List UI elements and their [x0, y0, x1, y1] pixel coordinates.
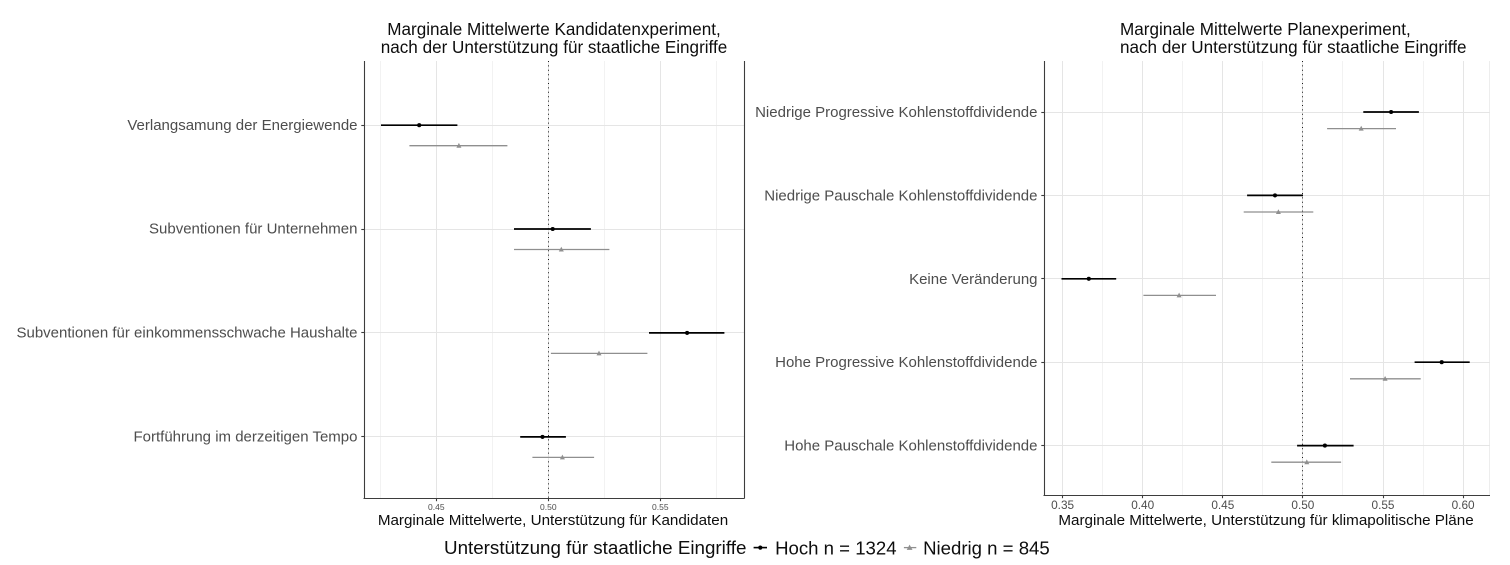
svg-text:0.50: 0.50: [540, 502, 557, 512]
svg-text:0.55: 0.55: [652, 502, 669, 512]
svg-text:nach der Unterstützung für sta: nach der Unterstützung für staatliche Ei…: [381, 38, 728, 57]
svg-text:0.35: 0.35: [1051, 498, 1074, 512]
svg-text:Verlangsamung der Energiewende: Verlangsamung der Energiewende: [127, 117, 357, 134]
svg-text:0.60: 0.60: [1452, 498, 1475, 512]
svg-text:Keine Veränderung: Keine Veränderung: [909, 271, 1037, 288]
svg-text:Marginale Mittelwerte, Unterst: Marginale Mittelwerte, Unterstützung für…: [1058, 512, 1473, 529]
svg-text:Hoch n = 1324: Hoch n = 1324: [775, 538, 896, 559]
svg-text:Niedrig n = 845: Niedrig n = 845: [923, 538, 1050, 559]
svg-text:nach der Unterstützung für sta: nach der Unterstützung für staatliche Ei…: [1120, 38, 1467, 57]
svg-text:Marginale Mittelwerte Planexpe: Marginale Mittelwerte Planexperiment,: [1120, 20, 1411, 39]
svg-text:Niedrige Pauschale Kohlenstoff: Niedrige Pauschale Kohlenstoffdividende: [764, 187, 1037, 204]
svg-text:Unterstützung für staatliche E: Unterstützung für staatliche Eingriffe: [444, 537, 746, 558]
svg-text:Niedrige Progressive Kohlensto: Niedrige Progressive Kohlenstoffdividend…: [755, 104, 1037, 121]
svg-text:Marginale Mittelwerte Kandidat: Marginale Mittelwerte Kandidatenxperimen…: [387, 20, 721, 39]
svg-text:0.50: 0.50: [1291, 498, 1314, 512]
svg-text:Subventionen für einkommenssch: Subventionen für einkommensschwache Haus…: [16, 325, 357, 342]
svg-text:Subventionen für Unternehmen: Subventionen für Unternehmen: [149, 221, 357, 238]
svg-text:Hohe Progressive Kohlenstoffdi: Hohe Progressive Kohlenstoffdividende: [775, 354, 1037, 371]
svg-text:0.55: 0.55: [1372, 498, 1395, 512]
svg-text:Marginale Mittelwerte, Unterst: Marginale Mittelwerte, Unterstützung für…: [378, 512, 728, 529]
svg-text:0.45: 0.45: [428, 502, 445, 512]
svg-text:0.45: 0.45: [1211, 498, 1234, 512]
svg-text:Hohe Pauschale Kohlenstoffdivi: Hohe Pauschale Kohlenstoffdividende: [784, 438, 1037, 455]
svg-text:Fortführung im derzeitigen Tem: Fortführung im derzeitigen Tempo: [133, 429, 357, 446]
svg-text:0.40: 0.40: [1131, 498, 1154, 512]
